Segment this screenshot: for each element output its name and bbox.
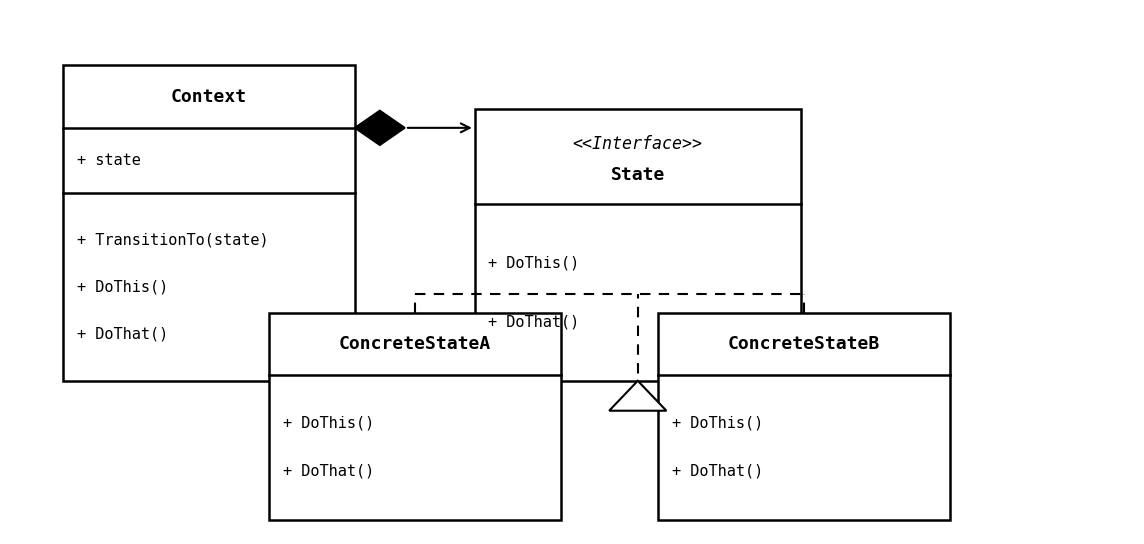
Text: + state: + state: [77, 153, 141, 168]
Text: + DoThis(): + DoThis(): [488, 256, 580, 270]
Text: + DoThis(): + DoThis(): [283, 416, 374, 431]
Text: ConcreteStateA: ConcreteStateA: [339, 335, 491, 353]
Text: Context: Context: [170, 88, 247, 106]
Polygon shape: [355, 110, 405, 145]
Bar: [63, 65, 355, 381]
Text: <<Interface>>: <<Interface>>: [573, 135, 702, 153]
Text: + DoThat(): + DoThat(): [672, 464, 763, 479]
Bar: [475, 109, 801, 381]
Bar: [269, 313, 561, 520]
Text: + DoThis(): + DoThis(): [672, 416, 763, 431]
Bar: [658, 313, 950, 520]
Text: + DoThat(): + DoThat(): [283, 464, 374, 479]
Text: + TransitionTo(state): + TransitionTo(state): [77, 232, 269, 248]
Text: ConcreteStateB: ConcreteStateB: [728, 335, 880, 353]
Text: + DoThis(): + DoThis(): [77, 280, 168, 294]
Text: + DoThat(): + DoThat(): [488, 314, 580, 329]
Polygon shape: [609, 381, 666, 411]
Text: State: State: [611, 166, 665, 184]
Text: + DoThat(): + DoThat(): [77, 326, 168, 342]
